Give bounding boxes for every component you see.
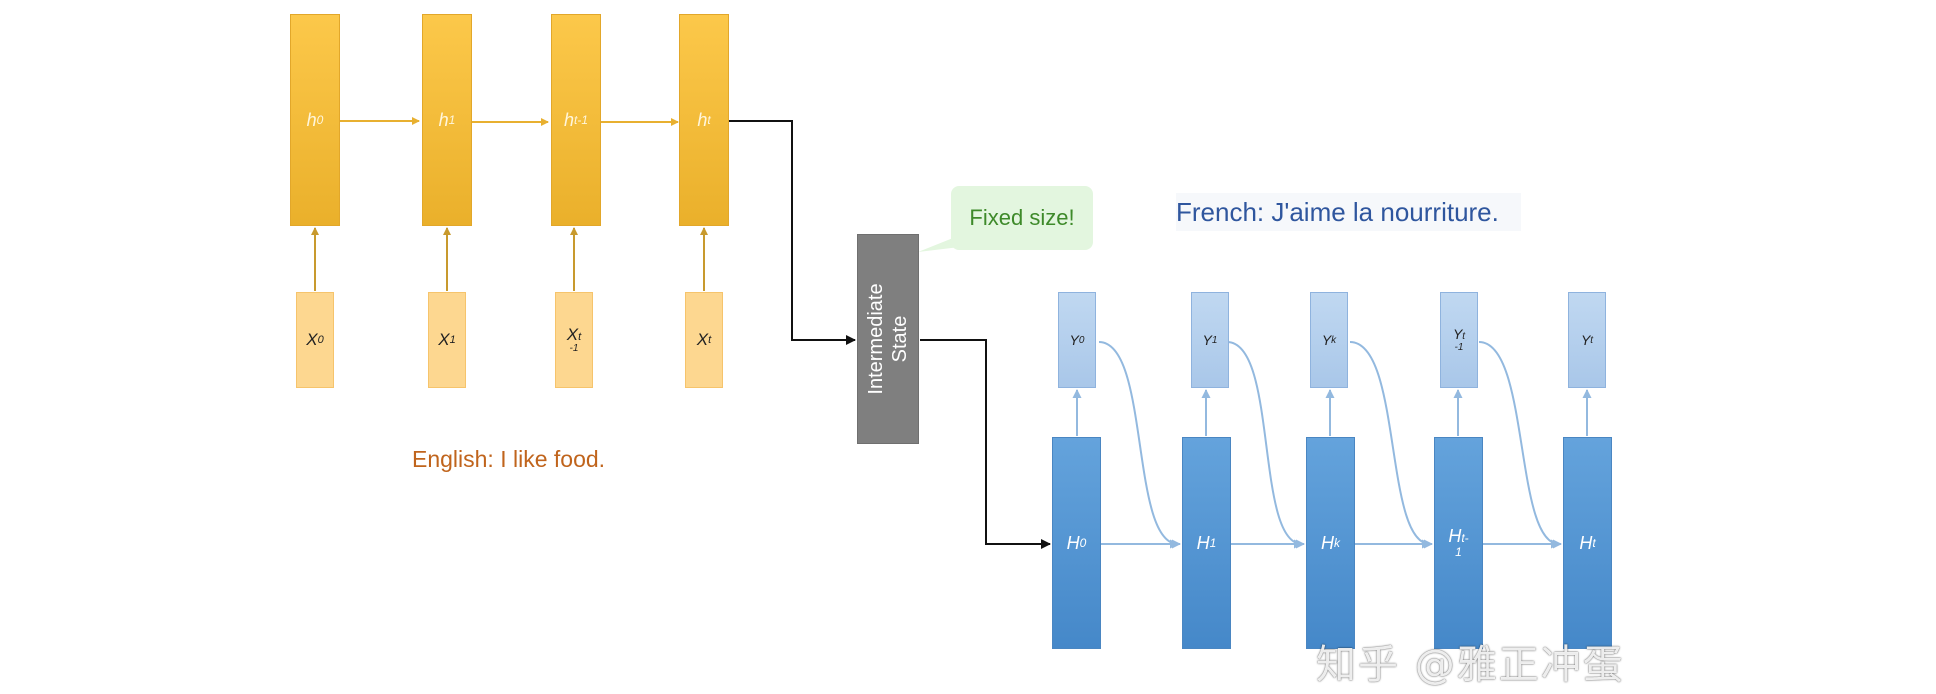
enc-x-sub2: -1: [569, 342, 579, 354]
enc-h-label: h: [306, 109, 317, 130]
enc-x-label: X: [438, 330, 450, 349]
dec-h-sub2: 1: [1455, 545, 1462, 560]
dec-y-label: Y: [1202, 332, 1212, 348]
dec-y-label: Y: [1580, 332, 1591, 348]
dec-y-sub: k: [1331, 334, 1337, 346]
decoder-output-3: Yt -1: [1440, 292, 1478, 388]
dec-y-sub: t: [1590, 334, 1594, 346]
enc-h-sub: t-1: [574, 113, 589, 127]
enc-x-sub: t: [708, 334, 712, 346]
feedback-curve-1: [1226, 341, 1303, 549]
enc-x-sub: 0: [317, 334, 324, 346]
dec-h-label: H: [1448, 526, 1462, 547]
dec-h-sub: t: [1592, 536, 1596, 550]
fixed-size-callout: Fixed size!: [951, 186, 1093, 250]
dec-h-sub: 1: [1209, 536, 1217, 550]
english-caption: English: I like food.: [412, 446, 606, 472]
dec-h-label: H: [1579, 532, 1593, 553]
dec-y-sub: 1: [1211, 334, 1218, 346]
enc-x-sub: 1: [449, 334, 456, 346]
enc-x-sub: t: [578, 330, 582, 343]
intermediate-label-line1: Intermediate: [865, 283, 887, 395]
french-caption: French: J'aime la nourriture.: [1176, 193, 1521, 231]
dec-y-label: Y: [1069, 332, 1079, 348]
encoder-input-2: Xt -1: [555, 292, 593, 388]
dec-h-sub: t-: [1461, 531, 1469, 546]
decoder-hidden-3: Ht- 1: [1434, 437, 1483, 649]
enc-h-sub: 1: [448, 113, 456, 127]
enc-h-label: h: [563, 109, 574, 130]
dec-h-label: H: [1066, 532, 1080, 553]
dec-h-label: H: [1321, 532, 1334, 553]
intermediate-label-line2: State: [889, 315, 911, 363]
feedback-curve-3: [1478, 341, 1560, 549]
dec-y-sub: 0: [1078, 334, 1085, 346]
dec-y-sub: t: [1462, 331, 1466, 342]
dec-h-label: H: [1196, 532, 1210, 553]
feedback-curve-0: [1098, 341, 1179, 549]
enc-x-label: X: [696, 330, 709, 349]
feedback-curve-2: [1349, 341, 1431, 549]
dec-y-label: Y: [1321, 332, 1332, 348]
dec-h-sub: k: [1334, 536, 1340, 550]
intermediate-state-box: Intermediate State: [857, 234, 919, 444]
dec-h-sub: 0: [1079, 536, 1087, 550]
enc-h-sub: t: [707, 113, 711, 127]
enc-x-label: X: [306, 330, 318, 349]
enc-h-label: h: [697, 109, 708, 130]
enc-h-sub: 0: [316, 113, 324, 127]
dec-y-label: Y: [1452, 326, 1463, 342]
enc-to-state-arrow: [729, 120, 856, 345]
encoder-hidden-2: h t-1: [551, 14, 601, 226]
watermark: 知乎 @雅正冲蛋: [1316, 642, 1625, 688]
state-to-dec-arrow: [920, 339, 1051, 549]
enc-x-label: X: [566, 324, 579, 344]
enc-h-label: h: [438, 109, 449, 130]
dec-y-sub2: -1: [1454, 341, 1464, 353]
